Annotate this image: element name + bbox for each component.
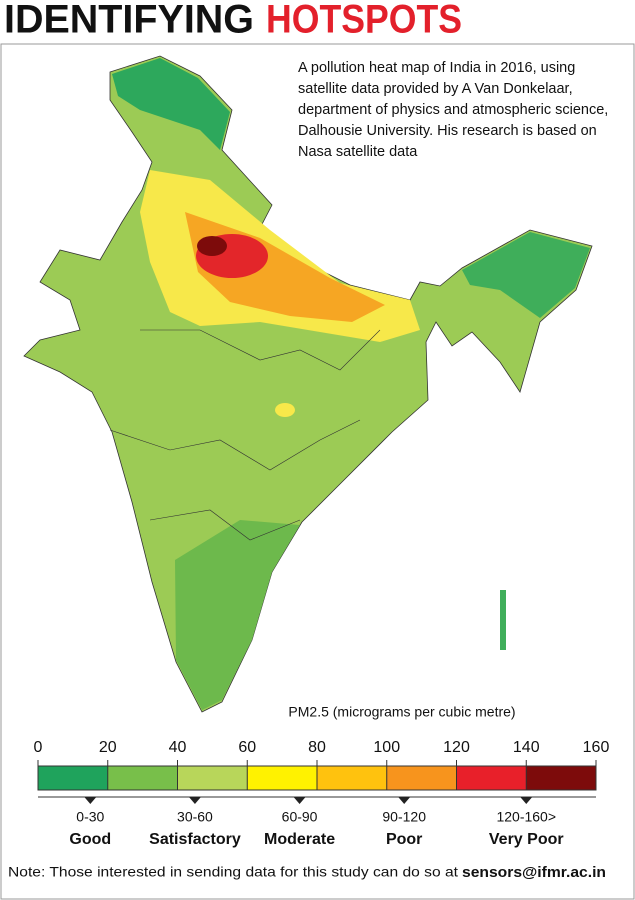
- map-green-north: [112, 58, 230, 150]
- map-state-border: [140, 329, 381, 371]
- legend-segment: [247, 766, 317, 790]
- map-darkred-core: [197, 236, 227, 256]
- category-label: Satisfactory: [149, 831, 241, 848]
- category-label: Good: [69, 831, 111, 848]
- category-label: Poor: [386, 831, 422, 848]
- map-state-border: [149, 509, 301, 541]
- map-green-northeast: [462, 232, 590, 318]
- map-state-border: [109, 419, 361, 471]
- legend-tick-label: 140: [513, 739, 540, 756]
- legend-tick-label: 120: [443, 739, 470, 756]
- category-range: 90-120: [382, 809, 426, 825]
- legend-segment: [107, 766, 178, 790]
- india-map: [23, 55, 593, 713]
- category-pointer: [398, 797, 411, 804]
- legend-title: PM2.5 (micrograms per cubic metre): [288, 704, 515, 720]
- legend-tick-label: 40: [169, 739, 187, 756]
- legend-segment: [456, 766, 527, 790]
- category-range: 0-30: [76, 809, 104, 825]
- title-part-1: IDENTIFYING: [4, 0, 254, 42]
- frame: [0, 43, 635, 900]
- category-label: Very Poor: [489, 831, 564, 848]
- legend-tick-label: 60: [238, 739, 256, 756]
- note-email: sensors@ifmr.ac.in: [462, 864, 606, 881]
- category-range: 30-60: [177, 809, 213, 825]
- legend-segment: [317, 766, 387, 790]
- category-pointer: [293, 797, 306, 804]
- category-pointer: [84, 797, 97, 804]
- legend-tick-label: 80: [308, 739, 326, 756]
- legend-segment: [177, 766, 248, 790]
- legend-segment: [526, 766, 596, 790]
- map-yellow-spot: [275, 403, 295, 417]
- category-pointer: [188, 797, 201, 804]
- description: A pollution heat map of India in 2016, u…: [298, 60, 609, 160]
- map-islands: [500, 590, 506, 650]
- category-label: Moderate: [264, 831, 335, 848]
- legend-tick-label: 100: [373, 739, 400, 756]
- legend-tick-label: 20: [99, 739, 117, 756]
- title-part-2: HOTSPOTS: [266, 0, 462, 42]
- legend-segment: [38, 766, 108, 790]
- map-green-south: [175, 520, 300, 710]
- legend-tick-label: 0: [34, 739, 43, 756]
- category-pointer: [520, 797, 533, 804]
- category-range: 60-90: [282, 809, 318, 825]
- category-range: 120-160>: [496, 809, 556, 825]
- legend-tick-label: 160: [583, 739, 610, 756]
- legend-segment: [386, 766, 457, 790]
- note-text: Note: Those interested in sending data f…: [8, 864, 458, 880]
